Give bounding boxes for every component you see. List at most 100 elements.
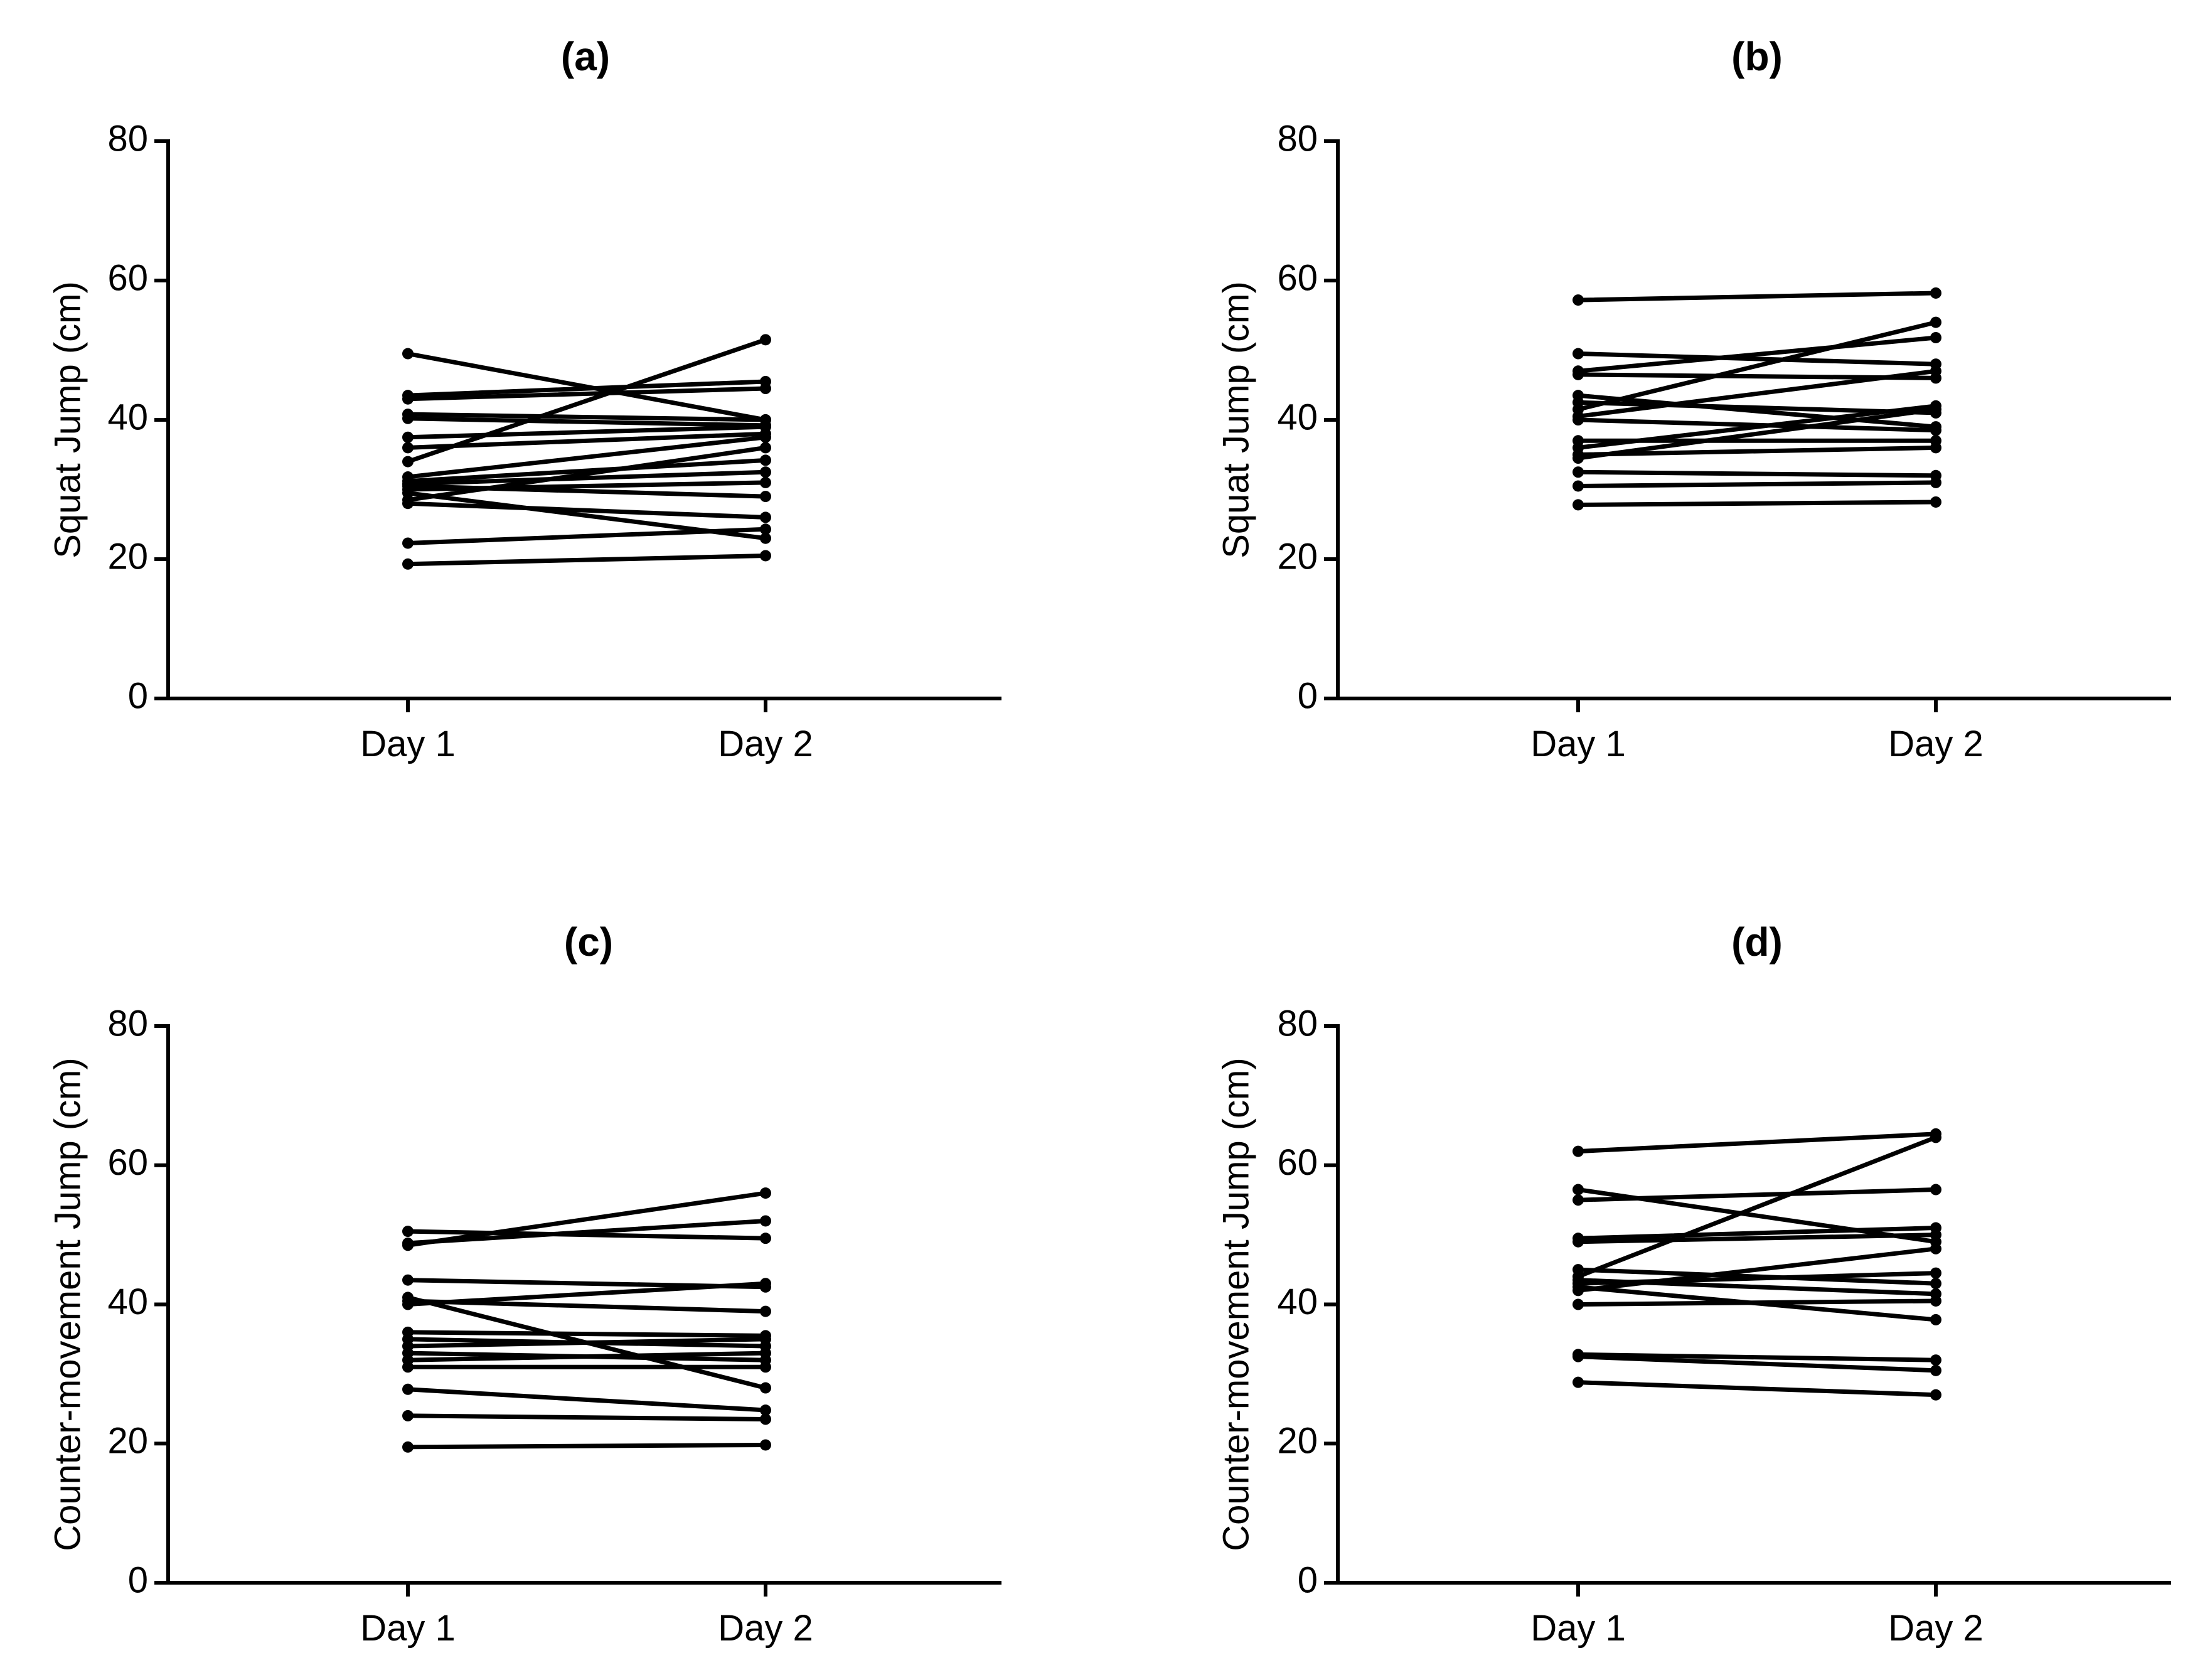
y-tick-label: 40: [107, 397, 148, 437]
data-point: [1930, 442, 1941, 454]
series-line: [402, 1215, 771, 1249]
data-point: [402, 431, 414, 443]
chart-title: (a): [561, 34, 610, 79]
data-point: [1930, 1132, 1941, 1143]
series-line: [402, 1410, 771, 1425]
data-point: [402, 1298, 414, 1310]
data-point: [1573, 1236, 1584, 1248]
data-point: [1930, 1243, 1941, 1255]
data-point: [760, 1333, 771, 1345]
series-path: [405, 1229, 768, 1241]
series-path: [1576, 404, 1938, 450]
data-point: [760, 334, 771, 346]
series-path: [1576, 1352, 1938, 1362]
data-point: [402, 1361, 414, 1373]
chart-panel-2: (b) Squat Jump (cm) 0 20 40 60 80 Day 1 Day 2: [1215, 34, 2171, 764]
y-tick-label: 20: [107, 536, 148, 577]
y-tick-label: 20: [1277, 536, 1318, 577]
data-point: [402, 1274, 414, 1286]
series-path: [405, 1190, 768, 1248]
data-point: [1930, 1364, 1941, 1376]
data-point: [402, 537, 414, 549]
data-point: [1930, 1314, 1941, 1325]
series-path: [1576, 1298, 1938, 1307]
series-path: [405, 1351, 768, 1362]
data-point: [1573, 294, 1584, 306]
x-tick-label: Day 2: [1888, 724, 1984, 764]
y-axis-label: Squat Jump (cm): [1215, 281, 1256, 559]
data-point: [1930, 365, 1941, 377]
data-point: [1573, 1145, 1584, 1157]
data-point: [760, 1361, 771, 1373]
series-line: [1573, 287, 1941, 306]
series-path: [1576, 351, 1938, 366]
data-point: [760, 454, 771, 466]
series-line: [402, 498, 771, 523]
data-point: [402, 348, 414, 360]
series-path: [1576, 368, 1938, 419]
chart-title: (b): [1731, 34, 1783, 79]
data-point: [1573, 452, 1584, 464]
data-point: [1930, 1267, 1941, 1279]
data-point: [402, 442, 414, 454]
data-point: [1930, 1354, 1941, 1366]
data-point: [760, 1233, 771, 1244]
series-line: [1573, 496, 1941, 511]
series-path: [1576, 445, 1938, 457]
data-point: [1573, 1194, 1584, 1206]
data-point: [1573, 1285, 1584, 1297]
x-tick-label: Day 1: [360, 1608, 456, 1649]
series-path: [405, 1413, 768, 1421]
data-point: [760, 1439, 771, 1451]
y-tick-label: 80: [1277, 1003, 1318, 1044]
series-path: [1576, 500, 1938, 507]
data-point: [1930, 1184, 1941, 1196]
series-line: [1573, 1184, 1941, 1206]
data-point: [760, 476, 771, 488]
data-point: [1573, 1298, 1584, 1310]
data-point: [760, 523, 771, 535]
data-point: [402, 393, 414, 405]
y-tick-label: 80: [107, 118, 148, 159]
series-line: [402, 523, 771, 549]
x-tick-label: Day 1: [1530, 1608, 1626, 1649]
series-line: [1573, 466, 1941, 481]
data-point: [1573, 348, 1584, 360]
data-point: [760, 1347, 771, 1359]
data-point: [1573, 1351, 1584, 1362]
series-path: [405, 424, 768, 440]
series-path: [405, 457, 768, 484]
data-point: [402, 1410, 414, 1421]
chart-title: (c): [564, 919, 613, 965]
y-tick-label: 40: [1277, 397, 1318, 437]
series-path: [1576, 1226, 1938, 1241]
series-path: [405, 501, 768, 520]
series-line: [402, 1226, 771, 1244]
series-path: [405, 469, 768, 486]
chart-panel-1: (a) Squat Jump (cm) 0 20 40 60 80 Day 1 Day 2: [47, 34, 1001, 764]
data-point: [760, 1404, 771, 1416]
data-point: [1930, 476, 1941, 488]
y-tick-label: 0: [1298, 675, 1318, 716]
data-point: [1573, 1184, 1584, 1196]
series-line: [402, 1274, 771, 1293]
data-point: [1930, 1229, 1941, 1241]
data-point: [760, 431, 771, 443]
data-point: [1573, 1376, 1584, 1388]
series-path: [405, 1281, 768, 1307]
series-path: [1576, 1135, 1938, 1279]
data-point: [1930, 1295, 1941, 1307]
data-point: [1573, 480, 1584, 492]
series-line: [402, 1439, 771, 1453]
data-point: [760, 1215, 771, 1227]
series-path: [405, 1330, 768, 1338]
y-tick-label: 0: [128, 675, 148, 716]
series-line: [402, 1361, 771, 1373]
data-point: [1930, 496, 1941, 508]
series-path: [1576, 1187, 1938, 1202]
series-path: [1576, 407, 1938, 461]
y-tick-label: 80: [1277, 118, 1318, 159]
series-line: [402, 383, 771, 405]
data-point: [760, 1382, 771, 1394]
series-line: [402, 1278, 771, 1310]
